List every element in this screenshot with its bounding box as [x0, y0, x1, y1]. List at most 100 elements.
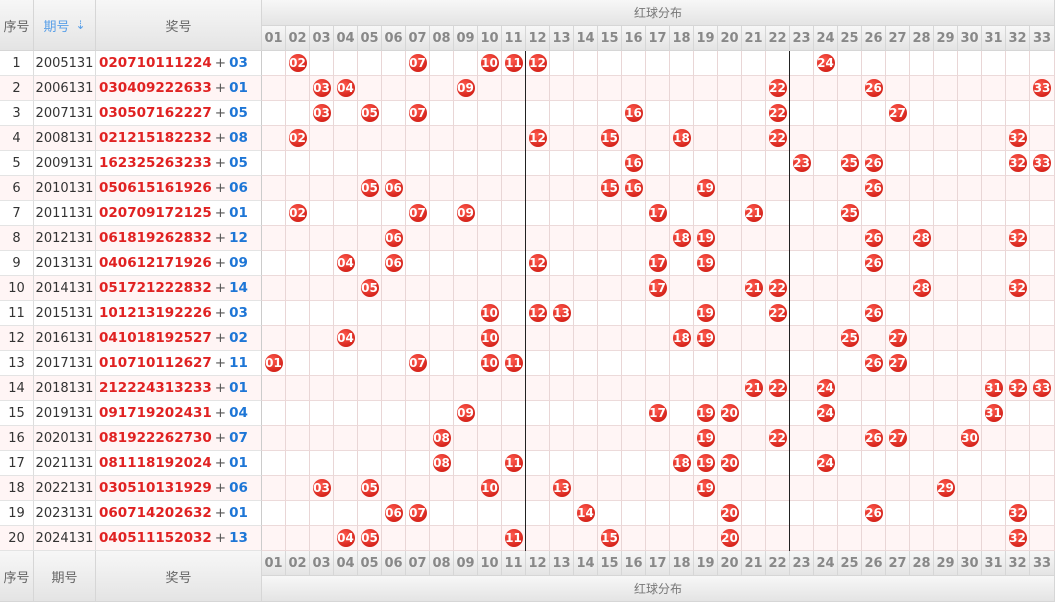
- distribution-cell: [622, 226, 646, 251]
- prize-red-number: 24: [136, 380, 156, 396]
- distribution-cell: [838, 176, 862, 201]
- sort-icon[interactable]: ⇣: [75, 18, 86, 32]
- distribution-cell: [406, 76, 430, 101]
- prize-red-number: 09: [99, 405, 118, 421]
- distribution-cell: [1030, 201, 1055, 226]
- prize-red-number: 22: [174, 305, 193, 321]
- distribution-cell: [526, 76, 550, 101]
- distribution-cell: [286, 401, 310, 426]
- distribution-cell: [622, 126, 646, 151]
- distribution-cell: [886, 201, 910, 226]
- prize-blue-number: 13: [229, 530, 248, 546]
- distribution-cell: [550, 151, 574, 176]
- distribution-cell: 13: [550, 301, 574, 326]
- distribution-cell: [526, 476, 550, 501]
- distribution-cell: [430, 301, 454, 326]
- row-issue: 2011131: [34, 201, 96, 226]
- distribution-cell: [886, 451, 910, 476]
- distribution-cell: [1006, 51, 1030, 76]
- prize-red-number: 06: [99, 505, 118, 521]
- distribution-cell: [622, 426, 646, 451]
- header-issue-sort[interactable]: 期号 ⇣: [34, 0, 96, 51]
- distribution-cell: [718, 476, 742, 501]
- distribution-cell: [862, 376, 886, 401]
- footer-number-25: 25: [838, 551, 862, 576]
- red-ball-04: 04: [336, 79, 355, 97]
- distribution-cell: [886, 51, 910, 76]
- distribution-cell: [934, 326, 958, 351]
- prize-red-number: 22: [117, 380, 137, 396]
- distribution-cell: [574, 176, 598, 201]
- header-number-08: 08: [430, 26, 454, 51]
- distribution-cell: 33: [1030, 76, 1055, 101]
- header-index[interactable]: 序号: [0, 0, 34, 51]
- prize-red-number: 15: [136, 130, 156, 146]
- distribution-cell: [526, 501, 550, 526]
- distribution-cell: [454, 251, 478, 276]
- distribution-cell: [286, 351, 310, 376]
- red-ball-21: 21: [744, 204, 763, 222]
- distribution-cell: [550, 326, 574, 351]
- distribution-cell: [982, 351, 1006, 376]
- distribution-cell: [454, 326, 478, 351]
- distribution-cell: [502, 426, 526, 451]
- distribution-cell: 18: [670, 451, 694, 476]
- red-ball-32: 32: [1008, 229, 1027, 247]
- distribution-cell: 28: [910, 276, 934, 301]
- prize-red-number: 33: [192, 380, 212, 396]
- distribution-cell: [334, 301, 358, 326]
- red-ball-25: 25: [840, 204, 859, 222]
- footer-number-17: 17: [646, 551, 670, 576]
- row-index: 13: [0, 351, 34, 376]
- prize-red-number: 06: [117, 255, 137, 271]
- distribution-cell: 18: [670, 126, 694, 151]
- distribution-cell: 17: [646, 401, 670, 426]
- distribution-cell: [358, 326, 382, 351]
- distribution-cell: [574, 401, 598, 426]
- distribution-cell: [790, 476, 814, 501]
- distribution-cell: [910, 201, 934, 226]
- distribution-cell: [334, 126, 358, 151]
- distribution-cell: [766, 526, 790, 551]
- distribution-cell: [958, 401, 982, 426]
- footer-number-01: 01: [262, 551, 286, 576]
- prize-red-number: 19: [155, 305, 175, 321]
- distribution-cell: [286, 476, 310, 501]
- red-ball-03: 03: [312, 104, 331, 122]
- row-prize-numbers: 04 06 12 17 19 26 +09: [96, 251, 262, 276]
- distribution-cell: [982, 76, 1006, 101]
- distribution-cell: 12: [526, 51, 550, 76]
- distribution-cell: 13: [550, 476, 574, 501]
- distribution-cell: [406, 251, 430, 276]
- row-issue: 2014131: [34, 276, 96, 301]
- row-prize-numbers: 05 17 21 22 28 32 +14: [96, 276, 262, 301]
- distribution-cell: [1006, 301, 1030, 326]
- distribution-cell: [670, 101, 694, 126]
- distribution-cell: [982, 476, 1006, 501]
- red-ball-17: 17: [648, 204, 667, 222]
- distribution-cell: [910, 526, 934, 551]
- distribution-cell: 15: [598, 176, 622, 201]
- row-issue: 2022131: [34, 476, 96, 501]
- distribution-cell: [646, 426, 670, 451]
- distribution-cell: [958, 276, 982, 301]
- prize-red-number: 19: [174, 480, 193, 496]
- distribution-cell: [430, 251, 454, 276]
- distribution-cell: 16: [622, 176, 646, 201]
- row-index: 11: [0, 301, 34, 326]
- distribution-cell: 33: [1030, 151, 1055, 176]
- distribution-cell: [598, 201, 622, 226]
- distribution-cell: [766, 51, 790, 76]
- prize-red-number: 20: [174, 530, 193, 546]
- distribution-cell: [574, 126, 598, 151]
- prize-blue-number: 03: [229, 55, 248, 71]
- red-ball-18: 18: [672, 129, 691, 147]
- distribution-cell: [718, 176, 742, 201]
- distribution-cell: 26: [862, 251, 886, 276]
- distribution-cell: [670, 401, 694, 426]
- distribution-cell: [742, 501, 766, 526]
- prize-red-number: 26: [174, 355, 193, 371]
- distribution-cell: [910, 176, 934, 201]
- distribution-cell: 27: [886, 326, 910, 351]
- distribution-cell: 32: [1006, 526, 1030, 551]
